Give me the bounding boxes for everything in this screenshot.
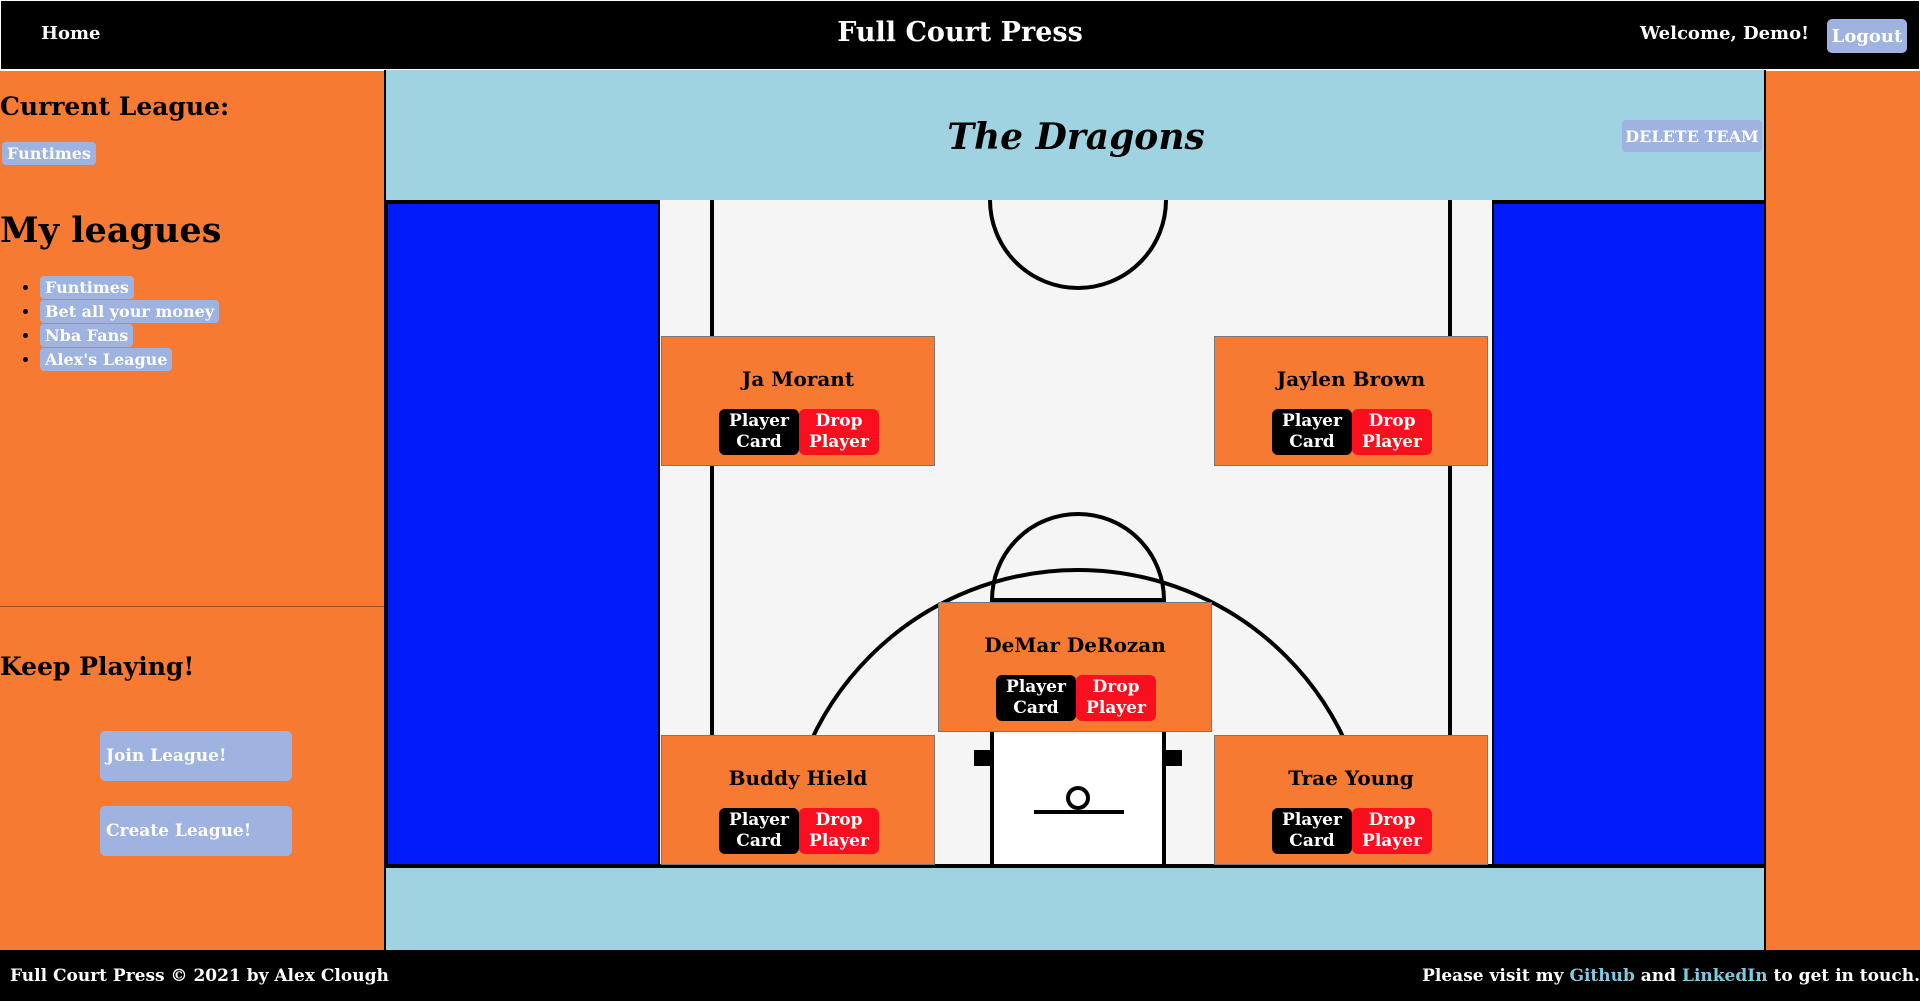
league-link[interactable]: Funtimes [40,276,134,299]
player-name: Buddy Hield [728,766,868,790]
player-card-slot: Ja Morant Player Card Drop Player [661,336,935,466]
player-card-button[interactable]: Player Card [719,409,799,455]
player-card-slot: DeMar DeRozan Player Card Drop Player [938,602,1212,732]
player-card-slot: Trae Young Player Card Drop Player [1214,735,1488,865]
league-list-item: Bet all your money [40,300,220,324]
league-link[interactable]: Bet all your money [40,300,220,323]
league-link[interactable]: Nba Fans [40,324,134,347]
team-panel-border [384,70,1766,950]
player-card-slot: Buddy Hield Player Card Drop Player [661,735,935,865]
keep-playing-heading: Keep Playing! [0,652,195,681]
home-link[interactable]: Home [41,23,101,44]
drop-player-button[interactable]: Drop Player [1076,675,1156,721]
league-list-item: Nba Fans [40,324,219,348]
top-navbar: Home Full Court Press Welcome, Demo! Log… [0,0,1920,71]
welcome-text: Welcome, Demo! [1639,23,1809,44]
linkedin-link[interactable]: LinkedIn [1681,966,1768,986]
footer: Full Court Press © 2021 by Alex Clough P… [0,950,1920,1001]
site-title: Full Court Press [837,17,1083,48]
and-text: and [1640,966,1677,986]
visit-suffix: to get in touch. [1773,966,1920,986]
visit-prefix: Please visit my [1422,966,1564,986]
team-panel: The Dragons DELETE TEAM [386,70,1766,950]
player-card-button[interactable]: Player Card [1272,808,1352,854]
bench-left [388,204,658,864]
player-name: Ja Morant [741,367,855,391]
player-card-button[interactable]: Player Card [1272,409,1352,455]
player-card-button[interactable]: Player Card [996,675,1076,721]
league-list-item: Alex's League [40,348,219,372]
league-link[interactable]: Alex's League [40,348,173,371]
current-league-heading: Current League: [0,92,230,121]
player-name: Jaylen Brown [1276,367,1426,391]
join-league-button[interactable]: Join League! [100,731,292,781]
player-card-slot: Jaylen Brown Player Card Drop Player [1214,336,1488,466]
drop-player-button[interactable]: Drop Player [1352,808,1432,854]
drop-player-button[interactable]: Drop Player [799,808,879,854]
sidebar-divider [0,606,384,607]
logout-button[interactable]: Logout [1827,19,1907,53]
github-link[interactable]: Github [1569,966,1635,986]
drop-player-button[interactable]: Drop Player [799,409,879,455]
contact-text: Please visit my Github and LinkedIn to g… [1422,966,1920,986]
my-leagues-heading: My leagues [0,210,222,251]
player-name: DeMar DeRozan [984,633,1166,657]
player-name: Trae Young [1288,766,1414,790]
bench-right [1494,204,1764,864]
league-list-item: Funtimes [40,276,219,300]
court-area [386,200,1766,868]
league-list: Funtimes Bet all your money Nba Fans Ale… [0,276,220,372]
delete-team-button[interactable]: DELETE TEAM [1622,120,1762,152]
drop-player-button[interactable]: Drop Player [1352,409,1432,455]
player-card-button[interactable]: Player Card [719,808,799,854]
sidebar: Current League: Funtimes My leagues Funt… [0,70,384,950]
current-league-link[interactable]: Funtimes [2,142,96,165]
copyright-text: Full Court Press © 2021 by Alex Clough [10,966,389,986]
create-league-button[interactable]: Create League! [100,806,292,856]
team-name: The Dragons [947,116,1205,158]
